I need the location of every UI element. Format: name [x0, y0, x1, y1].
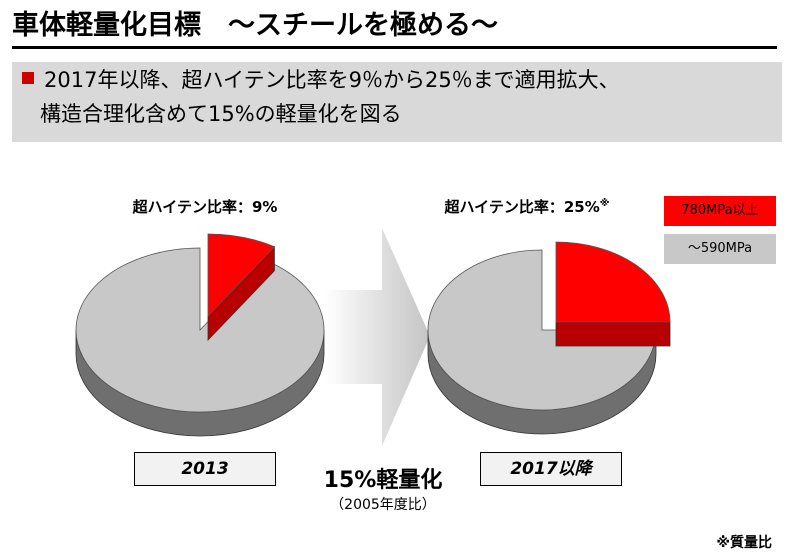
legend-high-tensile: 780MPa以上 — [664, 196, 776, 226]
summary-box: 2017年以降、超ハイテン比率を9％から25％まで適用拡大、 構造合理化含めて1… — [12, 62, 782, 142]
chart-2013-title: 超ハイテン比率：9% — [132, 198, 278, 216]
pie-chart-2017 — [427, 241, 671, 435]
chart-2017-title: 超ハイテン比率：25%※ — [443, 197, 609, 216]
year-label-2013: 2013 — [134, 452, 276, 486]
reduction-label: 15%軽量化 — [323, 468, 443, 493]
bullet-square-icon — [22, 72, 34, 84]
footnote: ※質量比 — [716, 535, 772, 551]
pie-wall-high-tensile — [555, 321, 671, 347]
page-title: 車体軽量化目標 ～スチールを極める～ — [12, 6, 777, 49]
summary-line-1: 2017年以降、超ハイテン比率を9％から25％まで適用拡大、 — [44, 68, 620, 92]
pie-slice-other-steel — [427, 249, 657, 411]
summary-line-2: 構造合理化含めて15%の軽量化を図る — [40, 102, 402, 126]
pie-slice-high-tensile — [555, 241, 671, 323]
year-label-2017: 2017以降 — [480, 452, 622, 486]
pie-slice-high-tensile — [207, 233, 276, 317]
reduction-note: （2005年度比） — [330, 497, 436, 513]
legend-other-steel: ～590MPa — [664, 234, 776, 264]
right-arrow-icon — [325, 228, 430, 446]
pie-chart-2013 — [75, 233, 325, 437]
pie-slice-other-steel — [75, 247, 325, 413]
